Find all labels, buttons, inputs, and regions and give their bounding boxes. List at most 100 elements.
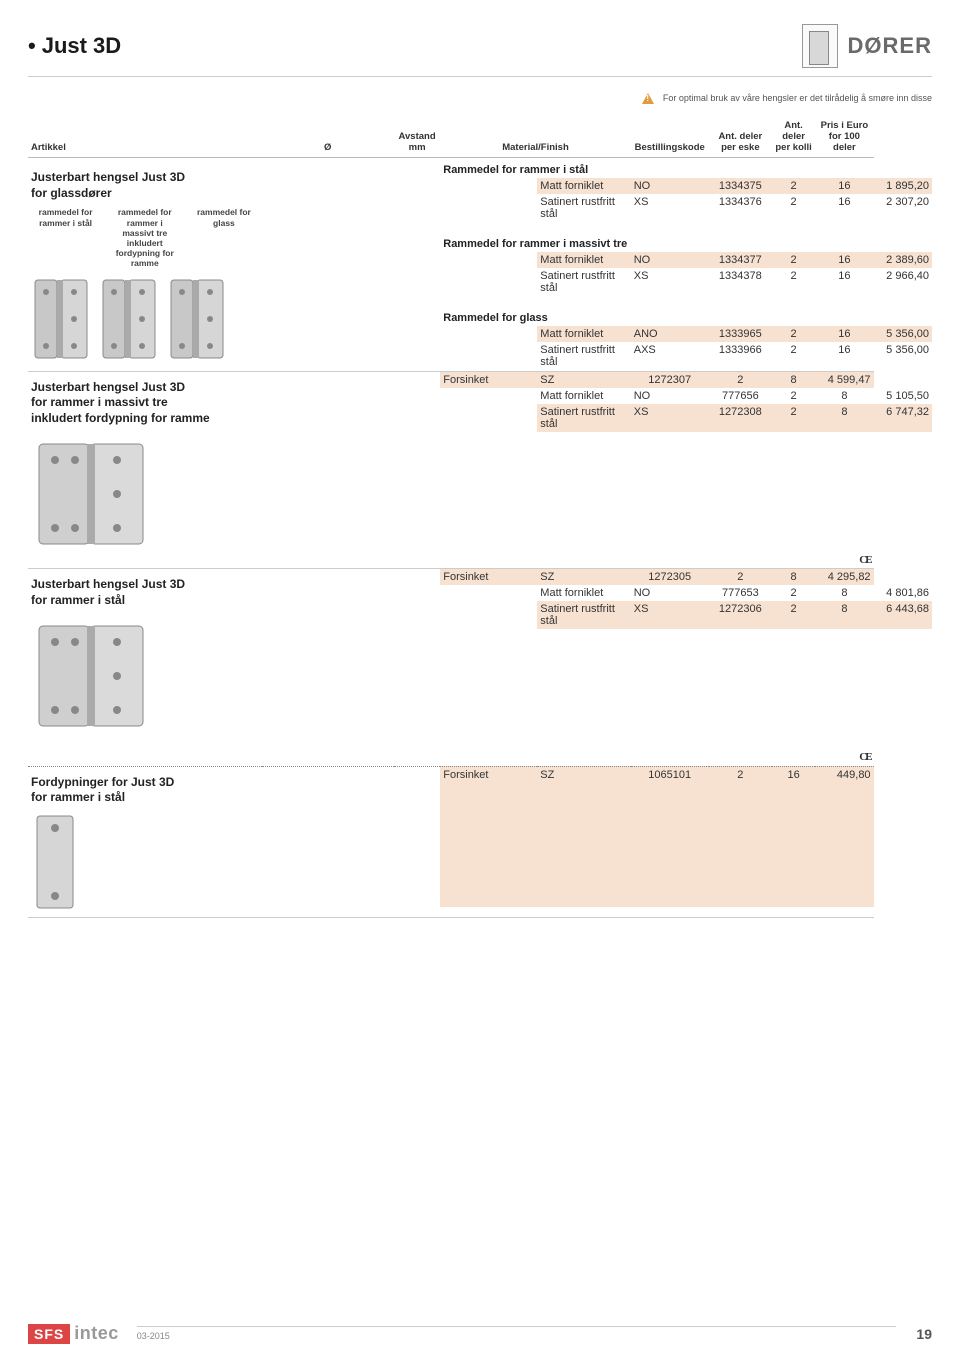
hinge-image — [99, 274, 159, 364]
cell-material: Matt forniklet — [537, 388, 630, 404]
col-bestillingskode: Bestillingskode — [631, 116, 709, 158]
page-footer: SFS intec 03-2015 19 — [28, 1323, 932, 1344]
cell-price: 5 356,00 — [874, 342, 932, 370]
article-cell: Justerbart hengsel Just 3Dfor glassdører… — [28, 158, 262, 371]
cell-order-code: 1333965 — [709, 326, 772, 342]
bullet-icon: • — [28, 35, 36, 57]
cell-per-eske: 2 — [772, 342, 815, 370]
cell-order-code: 1334378 — [709, 268, 772, 296]
page-header: • Just 3D DØRER — [28, 24, 932, 68]
cell-material-code: AXS — [631, 342, 709, 370]
cell-order-code: 777656 — [709, 388, 772, 404]
cell-material-code: XS — [631, 194, 709, 222]
cell-price: 5 105,50 — [874, 388, 932, 404]
cell-material-code: XS — [631, 268, 709, 296]
cell-per-eske: 2 — [772, 388, 815, 404]
cell-per-kolli: 8 — [815, 404, 873, 432]
cell-price: 6 443,68 — [874, 601, 932, 629]
col-per-kolli: Ant. delerper kolli — [772, 116, 815, 158]
hinge-image — [31, 616, 151, 736]
cell-material: Satinert rustfritt stål — [537, 342, 630, 370]
cell-per-eske: 2 — [772, 178, 815, 194]
brand-logo: SFS intec — [28, 1323, 119, 1344]
logo-intec: intec — [74, 1323, 119, 1344]
separator — [28, 917, 932, 918]
cell-material: Satinert rustfritt stål — [537, 404, 630, 432]
cell-order-code: 1334376 — [709, 194, 772, 222]
cell-per-eske: 2 — [772, 326, 815, 342]
cell-per-kolli: 8 — [815, 388, 873, 404]
warning-row: For optimal bruk av våre hengsler er det… — [28, 93, 932, 104]
group-heading-row: Justerbart hengsel Just 3Dfor glassdører… — [28, 158, 932, 179]
catalog-table: Artikkel Ø Avstandmm Material/Finish Bes… — [28, 116, 932, 918]
cell-per-eske: 2 — [772, 252, 815, 268]
category-label: DØRER — [848, 33, 932, 59]
table-row: Justerbart hengsel Just 3Dfor rammer i m… — [28, 371, 932, 388]
cell-material: Matt forniklet — [537, 178, 630, 194]
warning-text: For optimal bruk av våre hengsler er det… — [663, 93, 932, 103]
cell-material-code: NO — [631, 178, 709, 194]
page-number: 19 — [916, 1326, 932, 1342]
cell-per-eske: 2 — [772, 585, 815, 601]
cell-per-kolli: 16 — [815, 268, 873, 296]
cell-order-code: 1333966 — [709, 342, 772, 370]
sublabels: rammedel for rammer i stålrammedel for r… — [31, 207, 259, 268]
cell-material: Satinert rustfritt stål — [537, 268, 630, 296]
cell-per-kolli: 16 — [815, 252, 873, 268]
cell-order-code: 1334377 — [709, 252, 772, 268]
cell-price: 6 747,32 — [874, 404, 932, 432]
cell-per-eske: 2 — [772, 404, 815, 432]
article-title: Justerbart hengsel Just 3Dfor glassdører — [31, 170, 259, 201]
cell-price: 2 389,60 — [874, 252, 932, 268]
col-pris: Pris i Eurofor 100 deler — [815, 116, 873, 158]
cell-order-code: 1272306 — [709, 601, 772, 629]
cell-per-kolli: 16 — [815, 194, 873, 222]
cell-per-kolli: 16 — [815, 326, 873, 342]
cell-material: Matt forniklet — [537, 252, 630, 268]
group-heading: Rammedel for rammer i massivt tre — [440, 232, 630, 252]
recess-image — [31, 812, 79, 912]
hinge-image — [31, 434, 151, 554]
cell-price: 2 966,40 — [874, 268, 932, 296]
article-cell: Justerbart hengsel Just 3Dfor rammer i m… — [28, 371, 262, 568]
cell-material: Satinert rustfritt stål — [537, 194, 630, 222]
divider — [28, 76, 932, 77]
col-material: Material/Finish — [440, 116, 630, 158]
cell-price: 2 307,20 — [874, 194, 932, 222]
cell-per-kolli: 16 — [815, 342, 873, 370]
door-icon — [802, 24, 838, 68]
article-cell: Fordypninger for Just 3Dfor rammer i stå… — [28, 766, 262, 917]
table-row: Justerbart hengsel Just 3Dfor rammer i s… — [28, 569, 932, 586]
group-heading: Rammedel for rammer i stål — [440, 158, 630, 179]
col-per-eske: Ant. delerper eske — [709, 116, 772, 158]
cell-price: 5 356,00 — [874, 326, 932, 342]
warning-icon — [642, 93, 654, 104]
hinge-image — [167, 274, 227, 364]
logo-sfs: SFS — [28, 1324, 70, 1344]
footer-date: 03-2015 — [137, 1326, 897, 1341]
cell-order-code: 1272308 — [709, 404, 772, 432]
cell-material-code: NO — [631, 585, 709, 601]
cell-order-code: 777653 — [709, 585, 772, 601]
cell-material-code: NO — [631, 388, 709, 404]
cell-price: 4 801,86 — [874, 585, 932, 601]
cell-material: Satinert rustfritt stål — [537, 601, 630, 629]
cell-per-eske: 2 — [772, 601, 815, 629]
cell-price: 1 895,20 — [874, 178, 932, 194]
cell-material-code: ANO — [631, 326, 709, 342]
table-row: Fordypninger for Just 3Dfor rammer i stå… — [28, 766, 932, 907]
cell-material: Matt forniklet — [537, 585, 630, 601]
cell-order-code: 1334375 — [709, 178, 772, 194]
hinge-image — [31, 274, 91, 364]
cell-material-code: NO — [631, 252, 709, 268]
article-title: Justerbart hengsel Just 3Dfor rammer i m… — [31, 380, 259, 427]
page-title: Just 3D — [42, 33, 802, 59]
cell-per-eske: 2 — [772, 194, 815, 222]
table-header-row: Artikkel Ø Avstandmm Material/Finish Bes… — [28, 116, 932, 158]
cell-material-code: XS — [631, 601, 709, 629]
ce-mark: CE — [262, 749, 874, 765]
cell-material: Matt forniklet — [537, 326, 630, 342]
cell-per-kolli: 8 — [815, 585, 873, 601]
cell-per-kolli: 8 — [815, 601, 873, 629]
col-diameter: Ø — [262, 116, 394, 158]
